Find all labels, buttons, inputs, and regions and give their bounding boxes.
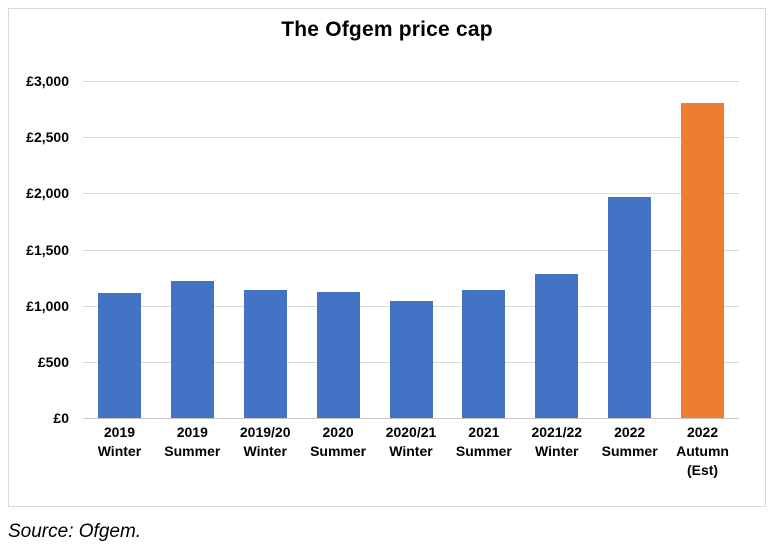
chart-frame: The Ofgem price cap £3,000 £2,500 £2,000 £1…: [8, 8, 766, 507]
plot-area: [83, 81, 739, 419]
y-axis: £3,000 £2,500 £2,000 £1,500 £1,000 £500 £0: [9, 9, 69, 506]
bar-2020-summer: [316, 292, 360, 418]
bar-2019-20-winter: [243, 289, 287, 418]
x-axis-label-2020-21-winter: 2020/21 Winter: [385, 424, 437, 459]
x-axis-label-2022-autumn-est: 2022 Autumn (Est): [676, 424, 729, 478]
bar-2021-summer: [462, 289, 506, 418]
gridline: [83, 249, 739, 251]
y-tick-label: £500: [37, 353, 69, 370]
bar-2022-summer: [608, 196, 652, 418]
y-tick-label: £1,500: [26, 241, 69, 258]
y-tick-label: £0: [53, 410, 69, 426]
y-tick-label: £2,500: [26, 129, 69, 146]
bar-2021-22-winter: [535, 274, 579, 418]
bar-2019-summer: [170, 280, 214, 418]
x-axis: 2019 Winter 2019 Summer 2019/20 Winter 2020…: [83, 423, 739, 493]
source-note: Source: Ofgem.: [8, 521, 142, 542]
y-tick-label: £2,000: [26, 185, 69, 202]
gridline: [83, 81, 739, 82]
x-axis-label-2019-winter: 2019 Winter: [97, 424, 142, 459]
x-axis-label-2022-summer: 2022 Summer: [601, 424, 658, 459]
bar-2019-winter: [97, 293, 141, 418]
x-axis-label-2021-22-winter: 2021/22 Winter: [531, 424, 583, 459]
gridline: [83, 137, 739, 139]
x-axis-label-2019-summer: 2019 Summer: [164, 424, 221, 459]
y-tick-label: £1,000: [26, 297, 69, 314]
chart-title: The Ofgem price cap: [281, 18, 493, 41]
x-axis-label-2020-summer: 2020 Summer: [310, 424, 367, 459]
gridline: [83, 193, 739, 195]
bar-2020-21-winter: [389, 301, 433, 418]
bar-2022-autumn-est: [681, 103, 725, 418]
y-tick-label: £3,000: [26, 73, 69, 89]
x-axis-label-2019-20-winter: 2019/20 Winter: [239, 424, 291, 459]
x-axis-label-2021-summer: 2021 Summer: [455, 424, 512, 459]
